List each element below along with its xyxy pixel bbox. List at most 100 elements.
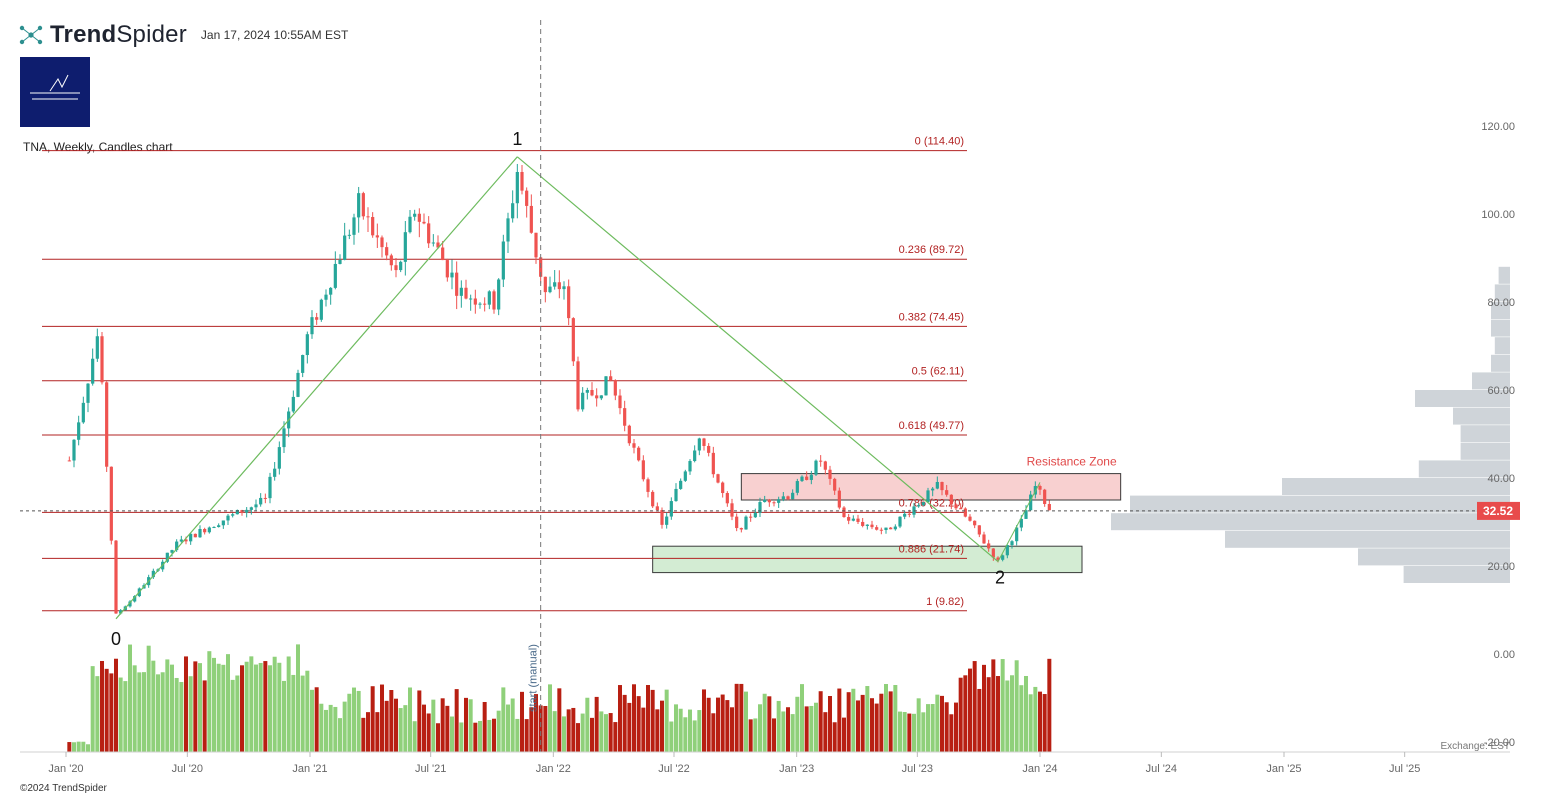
brand-secondary: Spider <box>116 21 187 48</box>
volume-bar <box>142 672 146 752</box>
volume-bar <box>240 665 244 752</box>
volume-bar <box>268 665 272 752</box>
candle-body <box>109 466 113 541</box>
x-tick-label: Jul '23 <box>902 763 933 775</box>
candle-body <box>483 303 487 305</box>
candle-body <box>973 520 977 526</box>
volume-bar <box>403 705 408 752</box>
candle-body <box>151 570 155 578</box>
volume-bar <box>426 713 431 752</box>
fib-label: 1 (9.82) <box>926 596 964 608</box>
candle-body <box>627 425 631 444</box>
candle-body <box>72 439 76 461</box>
candle-body <box>119 610 123 614</box>
candle-body <box>506 218 510 242</box>
candle-body <box>431 242 435 244</box>
candle-body <box>674 488 678 502</box>
volume-bar <box>916 698 921 752</box>
candle-body <box>562 286 566 290</box>
brand-logo: TrendSpider <box>50 21 187 49</box>
volume-bar <box>646 685 650 752</box>
candle-body <box>669 501 673 517</box>
candle-body <box>1001 555 1005 560</box>
volume-bar <box>837 688 842 752</box>
volume-bar <box>996 676 1000 752</box>
volume-bar <box>1010 675 1014 752</box>
volume-bar <box>669 721 674 752</box>
y-tick-label: -20.00 <box>1484 737 1515 749</box>
candle-body <box>291 396 295 412</box>
volume-bar <box>137 672 142 752</box>
volume-bar <box>114 658 118 752</box>
candle-body <box>609 376 613 381</box>
volume-bar <box>604 714 608 752</box>
volume-bar <box>86 744 90 752</box>
fib-label: 0.886 (21.74) <box>899 543 964 555</box>
volume-bar <box>790 714 795 752</box>
volume-bar <box>622 694 627 752</box>
volume-bar <box>366 712 370 752</box>
x-tick-label: Jan '20 <box>48 763 83 775</box>
pivot-label-1: 1 <box>512 129 522 149</box>
candle-body <box>394 265 398 271</box>
volume-bar <box>860 694 865 752</box>
pivot-label-2: 2 <box>995 568 1005 588</box>
volume-bar <box>230 679 235 752</box>
candle-body <box>1010 541 1014 546</box>
volume-bar <box>202 680 207 752</box>
volume-bar <box>128 644 132 752</box>
volume-bar <box>650 689 655 752</box>
candle-body <box>795 481 799 493</box>
volume-bar <box>356 690 361 752</box>
candle-body <box>576 361 580 410</box>
volume-bar <box>566 709 571 752</box>
volume-bar <box>198 663 202 752</box>
candle-body <box>324 294 328 300</box>
candle-body <box>501 241 505 280</box>
candle-body <box>212 527 216 529</box>
candle-body <box>1024 510 1028 519</box>
candle-body <box>81 402 85 423</box>
volume-bar <box>506 704 510 752</box>
candle-body <box>175 541 179 551</box>
volume-bar <box>618 685 622 752</box>
x-tick-label: Jan '23 <box>779 763 814 775</box>
volume-bar <box>655 709 660 752</box>
volume-bar <box>874 703 879 752</box>
volume-bar <box>450 716 454 752</box>
candle-body <box>399 261 403 271</box>
candle-body <box>1015 527 1019 542</box>
volume-bar <box>963 675 968 752</box>
volume-bar <box>160 672 165 752</box>
volume-bar <box>557 688 562 752</box>
candle-body <box>217 525 221 528</box>
candle-body <box>417 213 421 222</box>
volume-bar <box>734 683 739 752</box>
candle-body <box>361 193 365 217</box>
candle-body <box>758 502 762 513</box>
volume-profile-bar <box>1130 495 1510 513</box>
candle-body <box>651 491 655 507</box>
x-tick-label: Jul '21 <box>415 763 446 775</box>
candle-body <box>268 476 272 499</box>
volume-bar <box>170 664 174 752</box>
exchange-label: Exchange: EST <box>1441 741 1510 752</box>
candle-body <box>763 499 767 503</box>
x-tick-label: Jan '21 <box>292 763 327 775</box>
volume-bar <box>902 711 907 752</box>
candle-body <box>1043 489 1047 505</box>
candle-body <box>865 524 869 526</box>
fib-label: 0.236 (89.72) <box>899 244 964 256</box>
candle-body <box>679 480 683 489</box>
current-price-label: 32.52 <box>1483 504 1513 518</box>
volume-bar <box>496 710 501 752</box>
volume-bar <box>1047 658 1052 752</box>
candle-body <box>86 383 90 403</box>
volume-bar <box>608 713 613 752</box>
volume-bar <box>342 701 347 752</box>
volume-bar <box>459 722 464 752</box>
fib-levels-layer: 0 (114.40) 0.236 (89.72) 0.382 (74.45) 0.5 … <box>42 136 967 612</box>
candle-body <box>571 318 575 362</box>
candle-body <box>893 526 897 530</box>
